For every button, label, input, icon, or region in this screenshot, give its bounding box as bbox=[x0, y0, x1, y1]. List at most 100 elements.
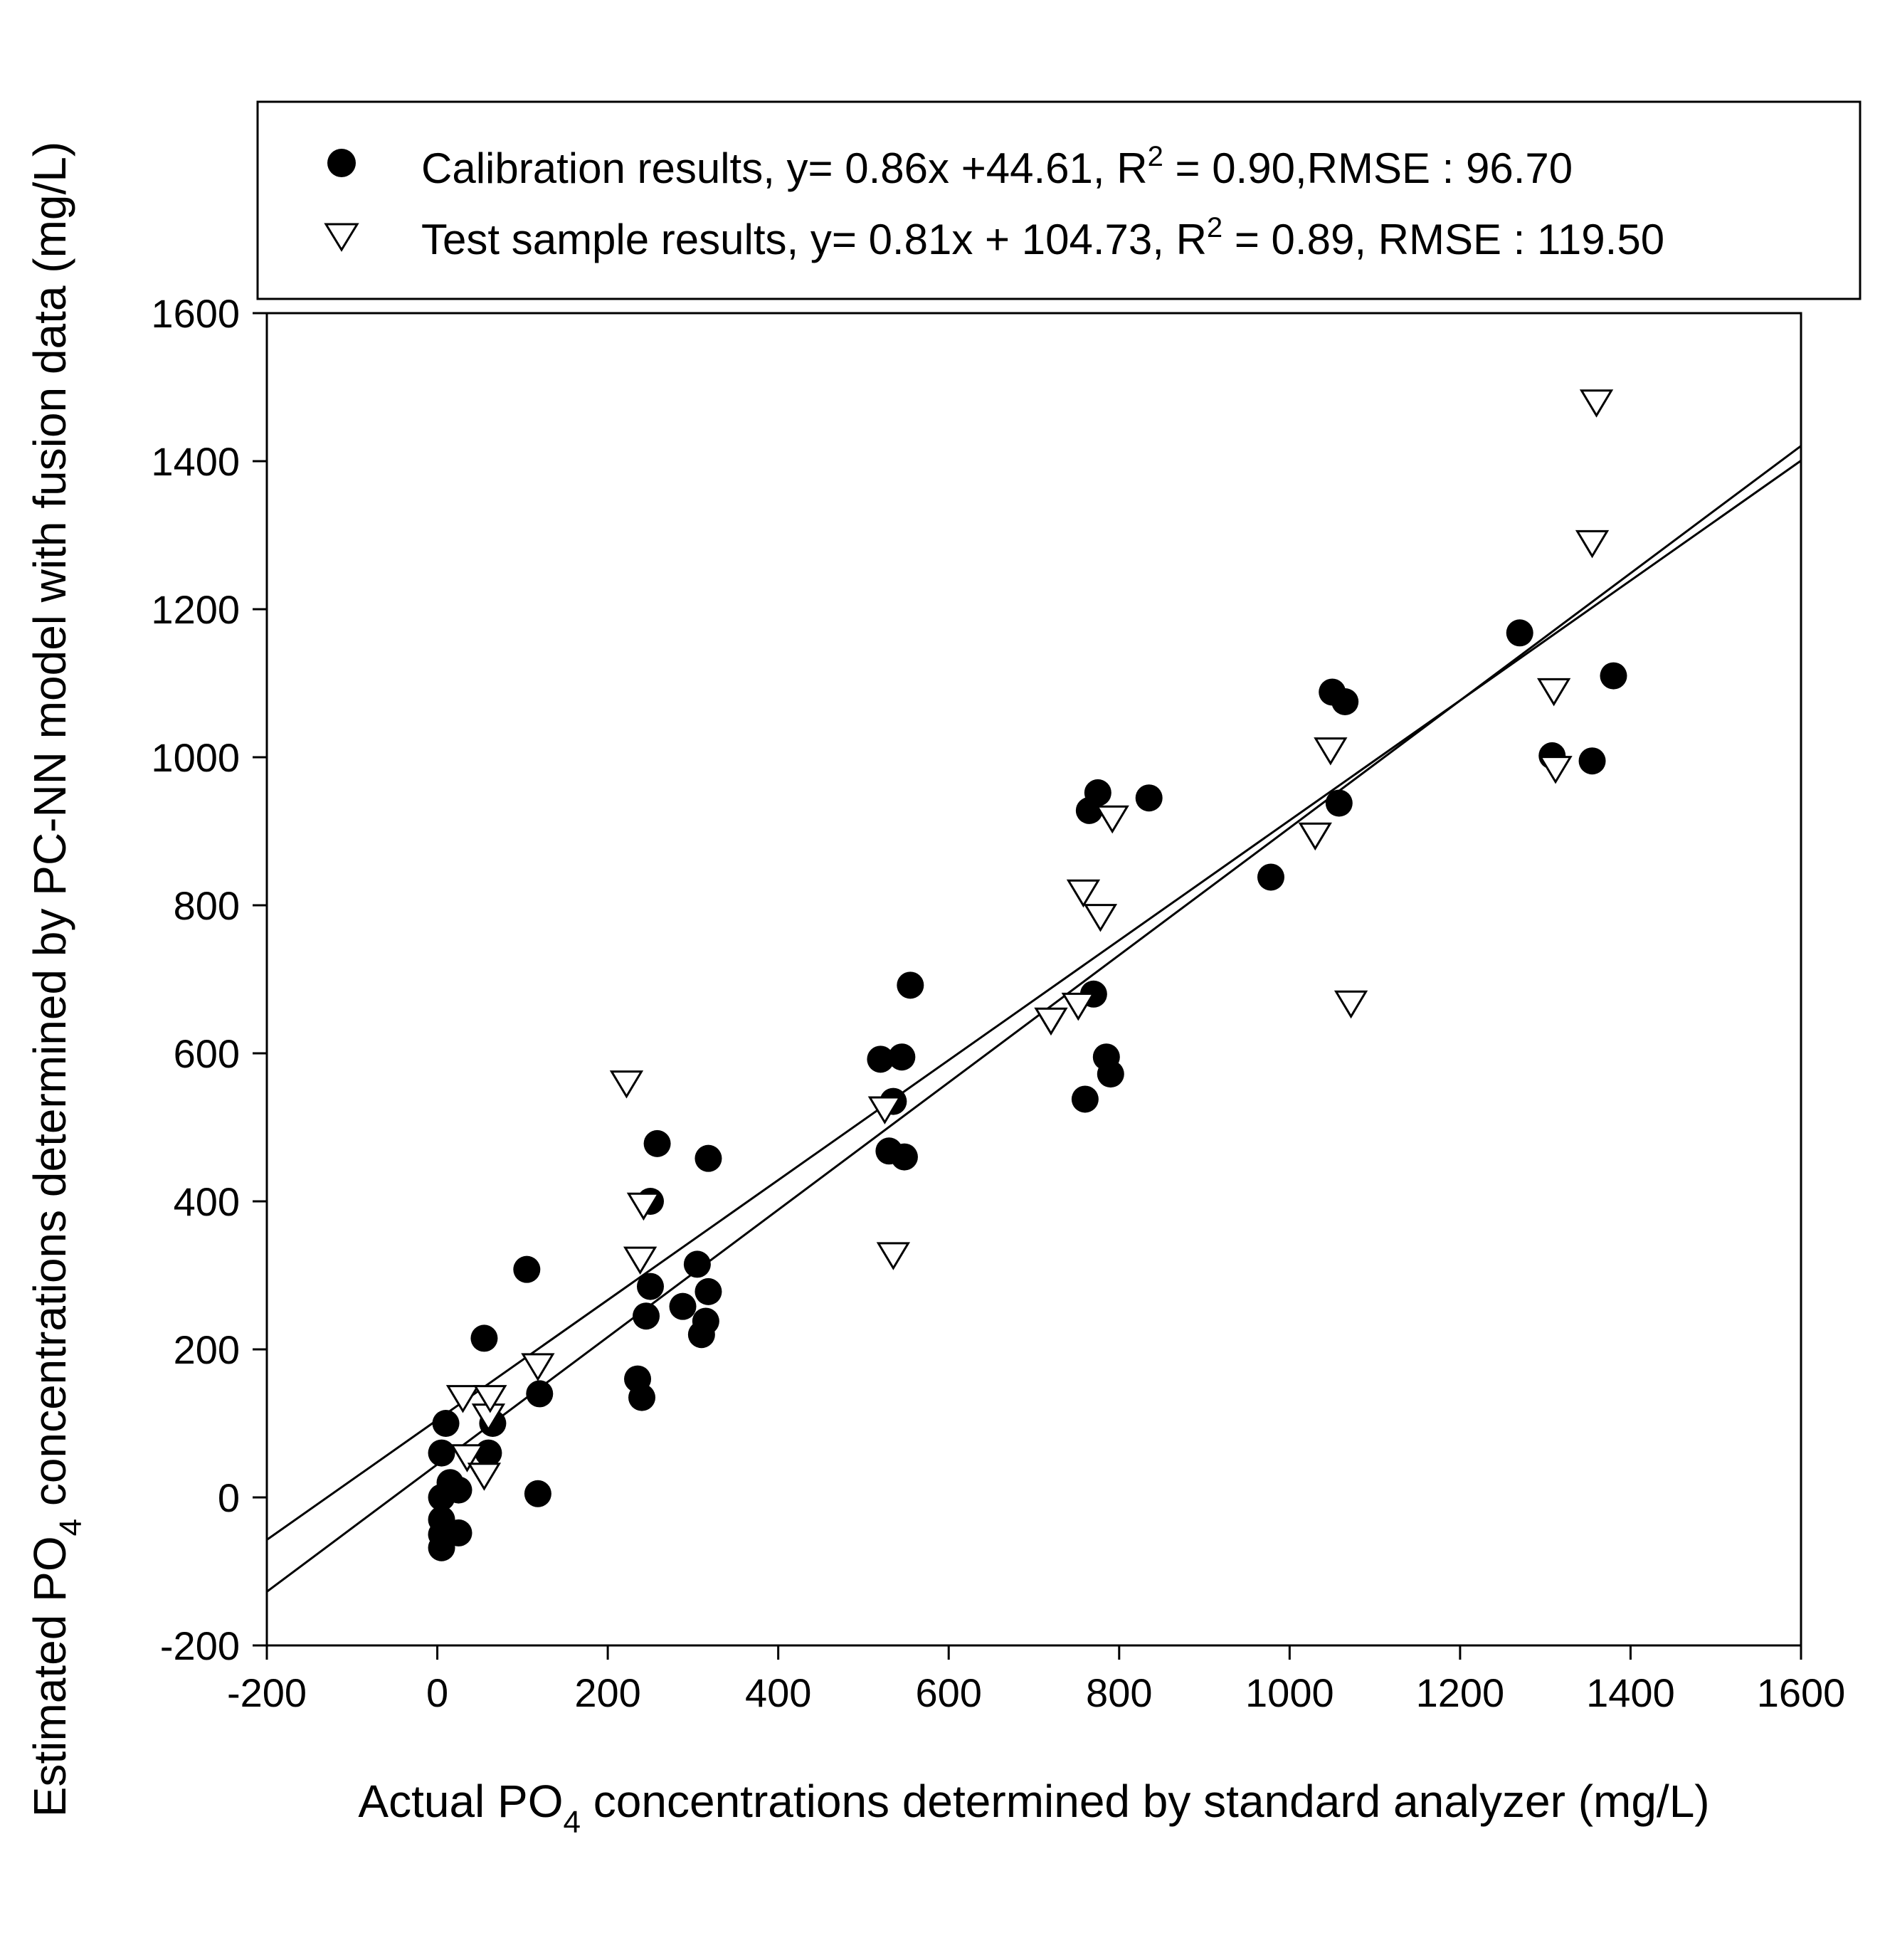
calibration-point bbox=[643, 1129, 671, 1157]
y-axis-ticks: -200 0 200 400 600 800 1000 1200 1400 1600 bbox=[151, 291, 267, 1668]
legend-label-test-rest: = 0.89, RMSE : 119.50 bbox=[1222, 216, 1664, 263]
test-sample-point bbox=[1538, 756, 1573, 784]
x-tick-label: 600 bbox=[916, 1670, 982, 1715]
test-sample-point bbox=[1061, 992, 1095, 1021]
test-sample-point bbox=[521, 1353, 555, 1381]
y-tick-label: -200 bbox=[160, 1623, 240, 1668]
test-sample-point bbox=[623, 1246, 658, 1275]
test-sample-point bbox=[1066, 879, 1101, 908]
legend-label-test: Test sample results, y= 0.81x + 104.73, … bbox=[421, 212, 1664, 263]
calibration-point bbox=[897, 971, 924, 999]
test-sample-point bbox=[1536, 678, 1571, 707]
calibration-point bbox=[669, 1292, 697, 1320]
calibration-point bbox=[445, 1476, 472, 1504]
y-axis-title-suffix: concentrations determined by PC-NN model… bbox=[24, 142, 75, 1519]
x-axis-title-subscript: 4 bbox=[564, 1805, 581, 1840]
y-tick-label: 1400 bbox=[151, 439, 240, 484]
calibration-point bbox=[1578, 747, 1606, 775]
calibration-point bbox=[1257, 863, 1284, 891]
y-tick-label: 0 bbox=[218, 1475, 240, 1520]
calibration-point bbox=[1097, 1060, 1124, 1088]
y-tick-label: 1600 bbox=[151, 291, 240, 336]
y-axis-title: Estimated PO4 concentrations determined … bbox=[24, 142, 88, 1817]
legend-label-calibration-sup: 2 bbox=[1148, 141, 1163, 172]
calibration-point bbox=[692, 1307, 719, 1335]
x-tick-label: 1200 bbox=[1416, 1670, 1505, 1715]
y-tick-label: 200 bbox=[174, 1327, 240, 1372]
test-sample-point bbox=[1579, 389, 1614, 418]
x-axis-title-prefix: Actual PO bbox=[358, 1776, 563, 1827]
test-sample-point bbox=[867, 1096, 902, 1124]
x-tick-label: 0 bbox=[426, 1670, 448, 1715]
test-sample-point bbox=[876, 1242, 911, 1270]
y-tick-label: 800 bbox=[174, 883, 240, 928]
test-sample-point bbox=[467, 1463, 502, 1491]
x-tick-label: 800 bbox=[1086, 1670, 1152, 1715]
x-tick-label: 400 bbox=[745, 1670, 811, 1715]
calibration-point bbox=[1325, 789, 1353, 817]
legend-label-calibration-main: Calibration results, y= 0.86x +44.61, R bbox=[421, 144, 1148, 192]
calibration-point bbox=[1331, 688, 1359, 715]
y-axis-title-prefix: Estimated PO bbox=[24, 1536, 75, 1817]
legend-marker-test bbox=[324, 223, 359, 252]
legend-label-test-sup: 2 bbox=[1207, 212, 1222, 243]
y-axis-title-subscript: 4 bbox=[53, 1519, 88, 1536]
x-tick-label: 1400 bbox=[1586, 1670, 1675, 1715]
test-sample-point bbox=[1298, 822, 1332, 851]
y-tick-label: 1200 bbox=[151, 587, 240, 632]
test-sample-point bbox=[445, 1385, 480, 1413]
y-tick-label: 600 bbox=[174, 1031, 240, 1076]
calibration-point bbox=[526, 1380, 554, 1408]
legend-frame bbox=[256, 100, 1861, 300]
calibration-point bbox=[890, 1143, 918, 1171]
x-axis-title-suffix: concentrations determined by standard an… bbox=[581, 1776, 1710, 1827]
legend-label-calibration-rest: = 0.90,RMSE : 96.70 bbox=[1163, 144, 1573, 192]
calibration-points bbox=[428, 619, 1627, 1561]
calibration-point bbox=[695, 1277, 722, 1305]
calibration-point bbox=[475, 1439, 502, 1467]
legend-label-calibration: Calibration results, y= 0.86x +44.61, R2… bbox=[421, 141, 1573, 192]
test-sample-point bbox=[626, 1192, 661, 1221]
test-sample-point bbox=[1334, 990, 1368, 1019]
calibration-point bbox=[695, 1144, 722, 1172]
test-fit-line bbox=[266, 460, 1802, 1541]
test-sample-point bbox=[609, 1070, 644, 1099]
y-tick-label: 1000 bbox=[151, 735, 240, 780]
calibration-point bbox=[1084, 779, 1111, 806]
test-sample-point bbox=[1095, 805, 1129, 834]
plot-frame bbox=[265, 312, 1802, 1647]
calibration-point bbox=[637, 1273, 664, 1300]
legend: Calibration results, y= 0.86x +44.61, R2… bbox=[256, 100, 1861, 300]
calibration-fit-line bbox=[266, 445, 1802, 1593]
calibration-point bbox=[432, 1410, 460, 1437]
x-tick-label: 200 bbox=[574, 1670, 640, 1715]
regression-lines bbox=[266, 445, 1802, 1593]
x-tick-label: 1600 bbox=[1757, 1670, 1846, 1715]
test-sample-point bbox=[1314, 737, 1348, 766]
calibration-point bbox=[470, 1324, 498, 1352]
calibration-point bbox=[1506, 619, 1533, 647]
x-tick-label: 1000 bbox=[1245, 1670, 1334, 1715]
legend-marker-calibration bbox=[327, 149, 356, 177]
calibration-point bbox=[683, 1250, 711, 1278]
x-axis-ticks: -200 0 200 400 600 800 1000 1200 1400 1600 bbox=[227, 1645, 1845, 1715]
calibration-point bbox=[445, 1519, 472, 1547]
calibration-point bbox=[628, 1384, 656, 1411]
test-sample-point bbox=[1034, 1007, 1068, 1036]
calibration-point bbox=[888, 1043, 916, 1071]
calibration-point bbox=[633, 1302, 660, 1330]
calibration-point bbox=[1071, 1085, 1099, 1113]
test-sample-point bbox=[1575, 529, 1610, 559]
calibration-point bbox=[1600, 662, 1627, 690]
calibration-point bbox=[867, 1045, 894, 1073]
calibration-point bbox=[428, 1439, 455, 1467]
y-tick-label: 400 bbox=[174, 1179, 240, 1224]
test-sample-point bbox=[450, 1444, 485, 1472]
legend-label-test-main: Test sample results, y= 0.81x + 104.73, … bbox=[421, 216, 1207, 263]
test-sample-points bbox=[445, 389, 1614, 1491]
x-axis-title: Actual PO4 concentrations determined by … bbox=[358, 1776, 1709, 1840]
test-sample-point bbox=[1083, 904, 1118, 932]
test-sample-point bbox=[473, 1385, 507, 1413]
calibration-point bbox=[1135, 784, 1163, 812]
